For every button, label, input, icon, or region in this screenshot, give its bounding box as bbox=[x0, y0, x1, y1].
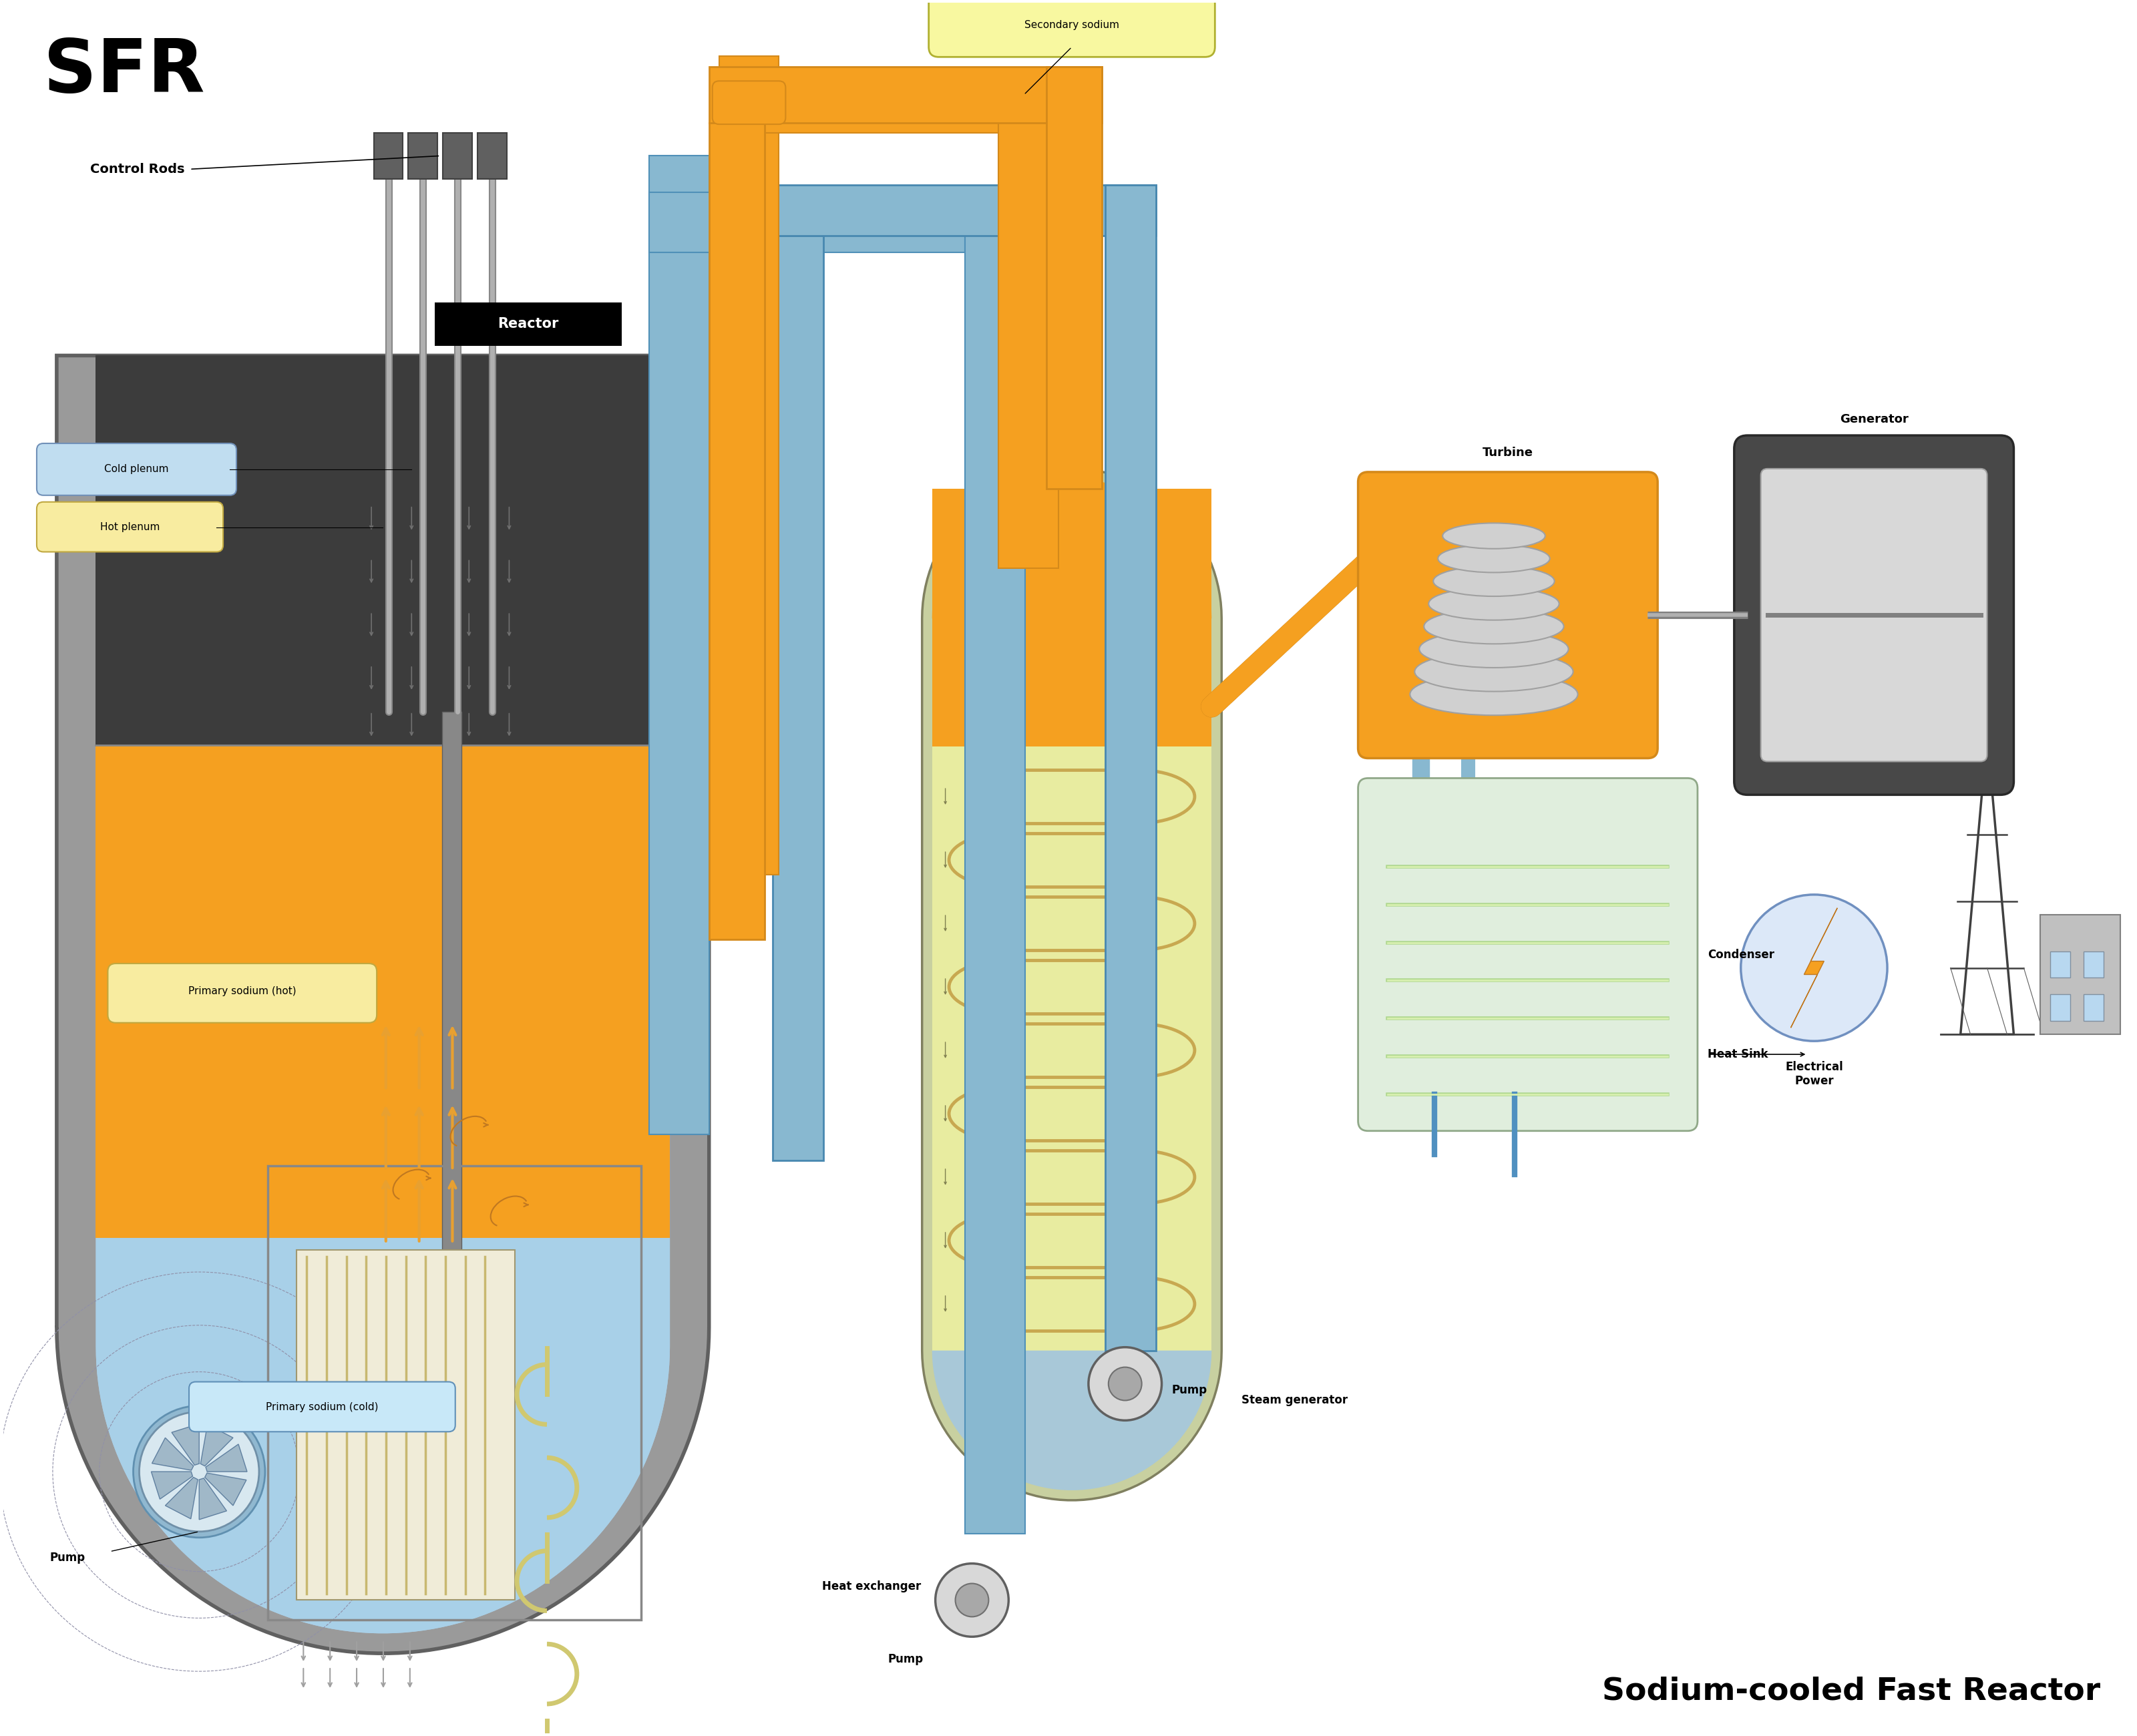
Text: SFR: SFR bbox=[43, 36, 205, 108]
Bar bbox=[436, 302, 622, 345]
Polygon shape bbox=[58, 356, 709, 1653]
Bar bbox=[774, 236, 823, 1160]
Circle shape bbox=[936, 1564, 1009, 1637]
FancyBboxPatch shape bbox=[36, 502, 222, 552]
Bar bbox=[267, 1167, 641, 1620]
Circle shape bbox=[132, 1406, 265, 1538]
Ellipse shape bbox=[1410, 674, 1577, 715]
Bar bbox=[2049, 995, 2071, 1021]
Ellipse shape bbox=[1415, 651, 1573, 691]
Bar bbox=[932, 488, 1212, 746]
Text: Sodium-cooled Fast Reactor: Sodium-cooled Fast Reactor bbox=[1603, 1677, 2101, 1706]
FancyBboxPatch shape bbox=[1359, 778, 1697, 1130]
Bar bbox=[650, 193, 966, 252]
Bar bbox=[2049, 951, 2071, 977]
Ellipse shape bbox=[1423, 609, 1564, 644]
Text: Generator: Generator bbox=[1840, 413, 1908, 425]
Bar bbox=[442, 712, 462, 1587]
Bar bbox=[297, 1250, 515, 1601]
Text: Control Rods: Control Rods bbox=[90, 163, 184, 175]
FancyBboxPatch shape bbox=[712, 82, 786, 125]
Text: Secondary sodium: Secondary sodium bbox=[1024, 21, 1120, 30]
Bar bbox=[998, 73, 1058, 568]
Text: Reactor
core: Reactor core bbox=[380, 1394, 432, 1420]
Bar bbox=[2041, 915, 2120, 1035]
Polygon shape bbox=[201, 1425, 233, 1465]
Text: Hot plenum: Hot plenum bbox=[100, 523, 160, 533]
Bar bbox=[966, 193, 1026, 1533]
Circle shape bbox=[1088, 1347, 1163, 1420]
Polygon shape bbox=[932, 1351, 1212, 1489]
Polygon shape bbox=[932, 479, 1212, 618]
FancyBboxPatch shape bbox=[930, 0, 1216, 57]
Bar bbox=[932, 746, 1212, 1358]
Ellipse shape bbox=[1419, 630, 1569, 668]
Text: Pump: Pump bbox=[887, 1653, 923, 1665]
Bar bbox=[709, 123, 765, 939]
FancyBboxPatch shape bbox=[1359, 472, 1658, 759]
Bar bbox=[442, 132, 472, 179]
Text: Heat Sink: Heat Sink bbox=[1707, 1049, 1767, 1061]
Bar bbox=[96, 745, 669, 1238]
Text: Pump: Pump bbox=[1171, 1384, 1207, 1396]
Polygon shape bbox=[205, 1444, 248, 1472]
Polygon shape bbox=[921, 469, 1222, 1500]
Polygon shape bbox=[165, 1477, 199, 1519]
FancyBboxPatch shape bbox=[36, 443, 237, 495]
Text: Cold plenum: Cold plenum bbox=[105, 464, 169, 474]
Bar bbox=[2084, 951, 2103, 977]
Bar bbox=[709, 68, 1103, 123]
Bar bbox=[718, 73, 998, 132]
Text: Electrical
Power: Electrical Power bbox=[1784, 1061, 1842, 1087]
Text: Primary sodium (cold): Primary sodium (cold) bbox=[265, 1403, 378, 1411]
Text: Pump: Pump bbox=[49, 1552, 85, 1564]
FancyBboxPatch shape bbox=[188, 1382, 455, 1432]
Polygon shape bbox=[205, 1474, 246, 1505]
Polygon shape bbox=[1791, 908, 1838, 1028]
FancyBboxPatch shape bbox=[107, 963, 376, 1023]
Bar bbox=[1105, 186, 1156, 1351]
Polygon shape bbox=[152, 1472, 192, 1500]
Bar bbox=[774, 186, 1156, 236]
FancyBboxPatch shape bbox=[1733, 436, 2013, 795]
Bar bbox=[1047, 68, 1103, 488]
Polygon shape bbox=[152, 1437, 194, 1470]
Polygon shape bbox=[171, 1424, 199, 1465]
Bar bbox=[96, 356, 669, 745]
Text: Reactor: Reactor bbox=[498, 318, 558, 330]
Polygon shape bbox=[199, 1477, 227, 1519]
Ellipse shape bbox=[1434, 566, 1554, 595]
Ellipse shape bbox=[1430, 587, 1560, 620]
Ellipse shape bbox=[1438, 545, 1549, 573]
Circle shape bbox=[1742, 894, 1887, 1042]
Polygon shape bbox=[96, 1238, 669, 1634]
Bar bbox=[477, 132, 506, 179]
Text: Steam generator: Steam generator bbox=[1242, 1394, 1348, 1406]
Bar bbox=[374, 132, 404, 179]
Bar bbox=[408, 132, 438, 179]
Bar bbox=[718, 56, 778, 875]
Text: Turbine: Turbine bbox=[1483, 446, 1532, 458]
Circle shape bbox=[955, 1583, 989, 1616]
Ellipse shape bbox=[1442, 523, 1545, 549]
Text: Condenser: Condenser bbox=[1707, 948, 1774, 960]
Circle shape bbox=[139, 1411, 259, 1531]
Circle shape bbox=[1109, 1368, 1141, 1401]
Text: Primary sodium (hot): Primary sodium (hot) bbox=[188, 986, 297, 996]
Bar bbox=[2084, 995, 2103, 1021]
FancyBboxPatch shape bbox=[1761, 469, 1987, 762]
Text: Heat exchanger: Heat exchanger bbox=[823, 1580, 921, 1592]
Polygon shape bbox=[96, 356, 669, 1634]
Bar bbox=[650, 156, 709, 1134]
